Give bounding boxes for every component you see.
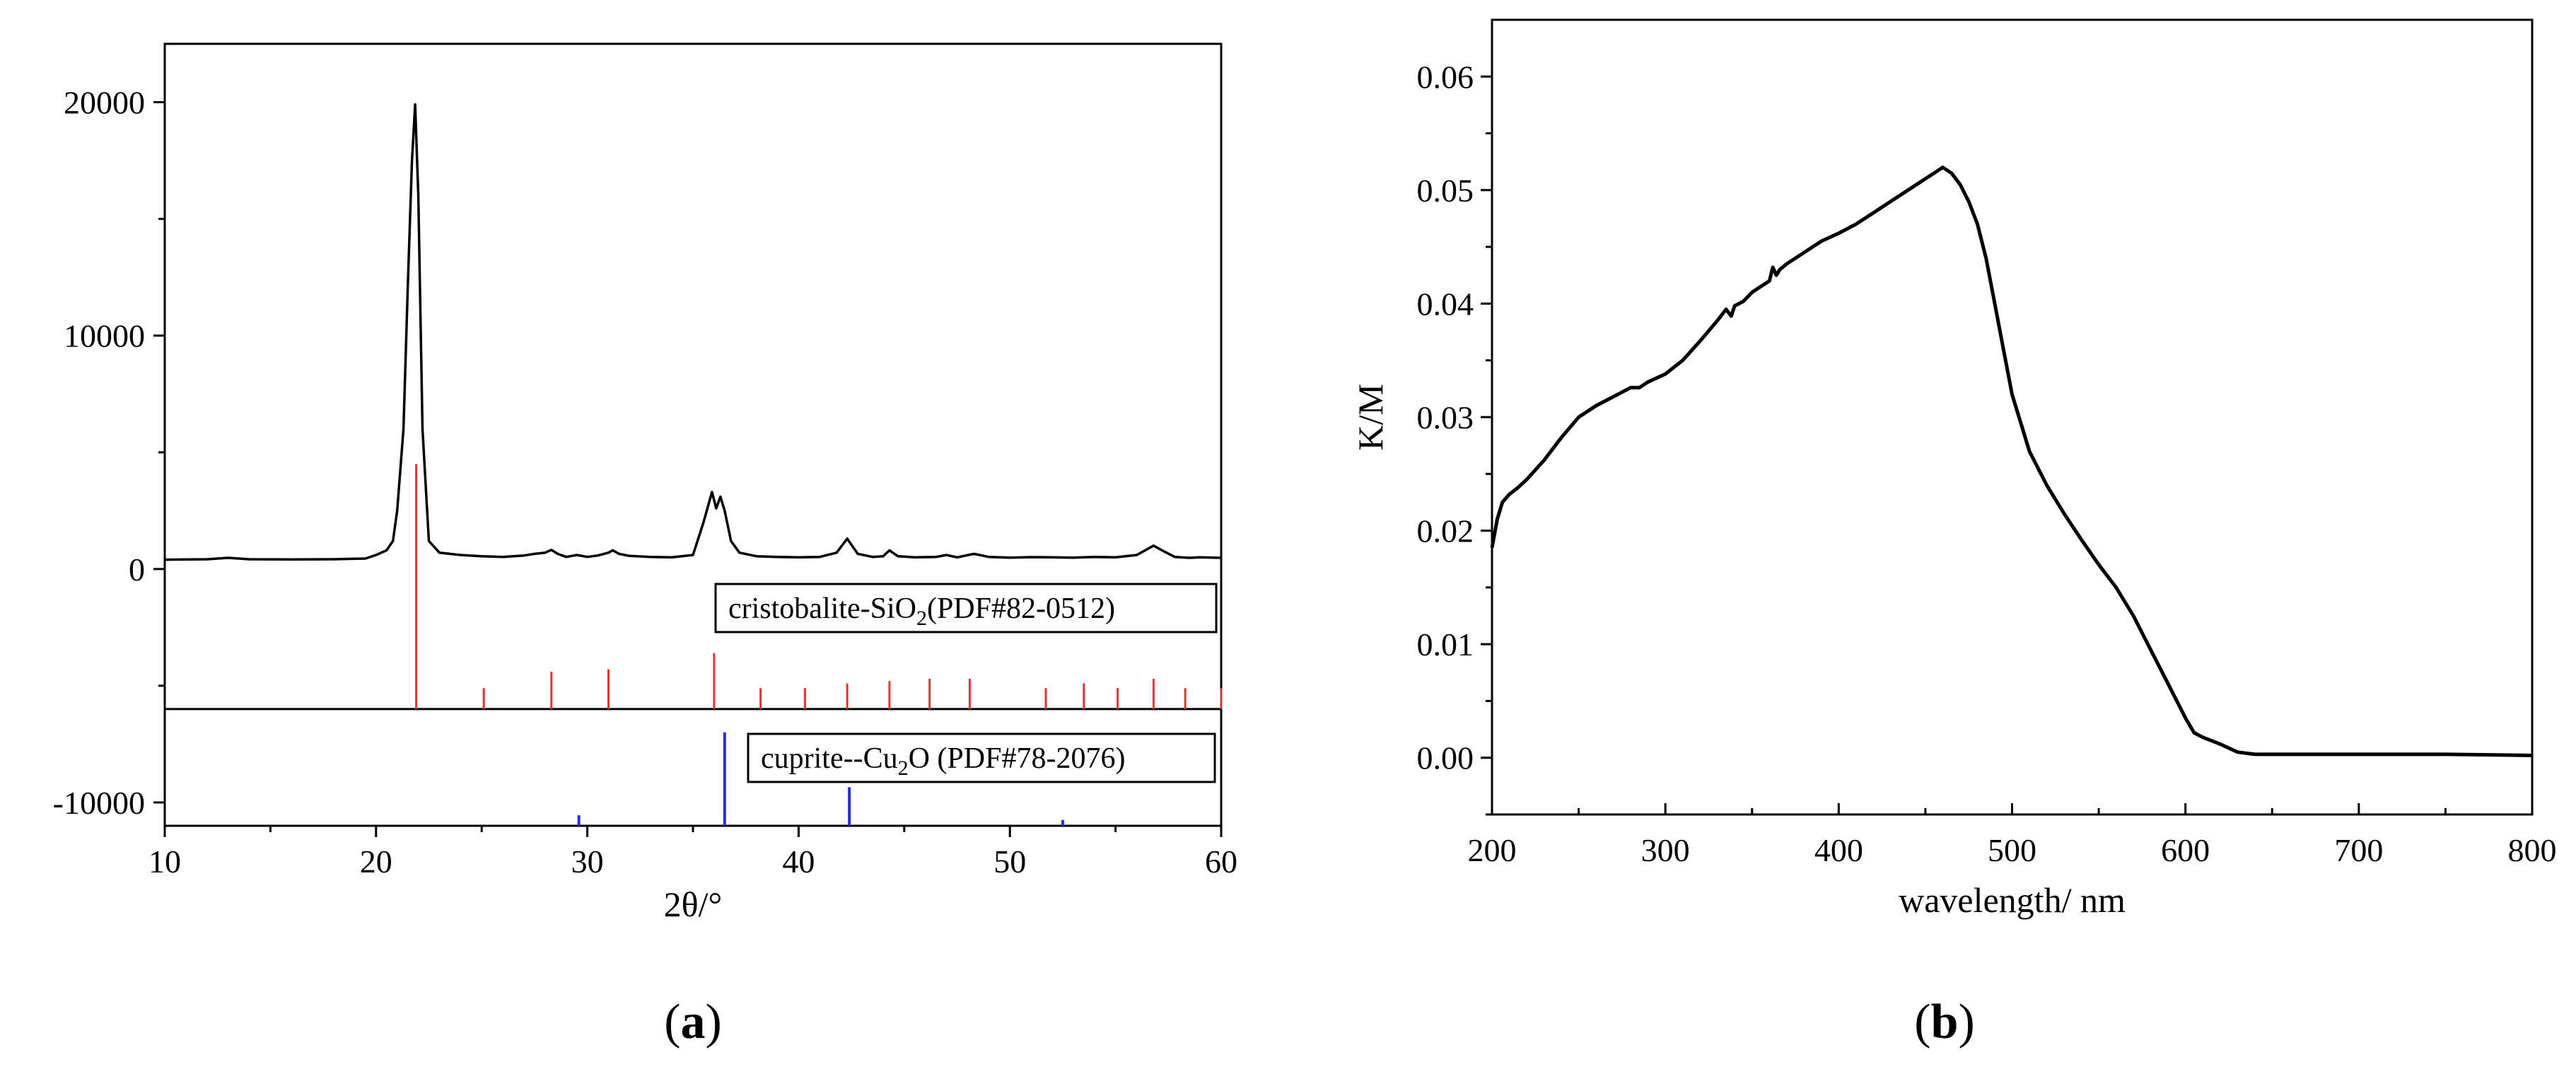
legend-label-suffix: O (PDF#78-2076) bbox=[909, 742, 1126, 775]
x-tick-label: 500 bbox=[1988, 832, 2036, 868]
x-tick-label: 600 bbox=[2161, 832, 2210, 868]
reference-legend-label: cuprite--Cu2O (PDF#78-2076) bbox=[761, 742, 1125, 780]
y-tick-label: 0.00 bbox=[1417, 740, 1474, 776]
x-tick-label: 800 bbox=[2508, 832, 2557, 868]
xrd-pattern-line bbox=[164, 103, 1222, 561]
x-tick-label: 10 bbox=[148, 843, 181, 880]
caption-open: ( bbox=[664, 995, 680, 1049]
x-axis-title: 2θ/° bbox=[664, 884, 723, 924]
reference-legend-box bbox=[714, 583, 1218, 633]
panel-caption-a: (a) bbox=[664, 995, 722, 1049]
panel-b: 200 300 400 500 600 700 800 0.00 0.01 0.02 0.03 0.0… bbox=[1351, 18, 2557, 1049]
x-tick-label: 50 bbox=[993, 843, 1026, 880]
caption-close: ) bbox=[706, 995, 722, 1049]
x-tick-label: 40 bbox=[782, 843, 815, 880]
panel-a: 10 20 30 40 50 60 -10000 0 10000 20000 2θ/° cristob… bbox=[53, 42, 1237, 1049]
x-tick-label: 200 bbox=[1468, 832, 1517, 868]
y-tick-label: 0.02 bbox=[1417, 513, 1474, 549]
caption-letter: a bbox=[681, 995, 706, 1049]
legend-label-suffix: (PDF#82-0512) bbox=[927, 592, 1115, 625]
x-tick-label: 700 bbox=[2334, 832, 2383, 868]
x-tick-label: 30 bbox=[571, 843, 604, 880]
y-tick-label: 0.03 bbox=[1417, 399, 1474, 436]
x-tick-label: 60 bbox=[1205, 843, 1237, 880]
caption-close: ) bbox=[1958, 995, 1974, 1049]
legend-label-subscript: 2 bbox=[898, 757, 909, 780]
y-tick-label: 0.01 bbox=[1417, 626, 1474, 662]
y-tick-label: 0.06 bbox=[1417, 59, 1474, 95]
panel-caption-b: (b) bbox=[1914, 995, 1975, 1049]
legend-label-main: cristobalite-SiO bbox=[728, 592, 916, 625]
caption-open: ( bbox=[1914, 995, 1930, 1049]
reference-legend-box bbox=[747, 732, 1216, 783]
reference-legend-label: cristobalite-SiO2(PDF#82-0512) bbox=[728, 592, 1115, 630]
km-spectrum-line bbox=[1490, 165, 2533, 757]
y-tick-label: 0.05 bbox=[1417, 173, 1474, 209]
x-tick-label: 300 bbox=[1641, 832, 1690, 868]
y-tick-label: 0 bbox=[129, 551, 145, 588]
y-tick-label: 20000 bbox=[64, 85, 145, 121]
x-tick-label: 400 bbox=[1814, 832, 1863, 868]
y-tick-label: 10000 bbox=[64, 318, 145, 354]
legend-label-subscript: 2 bbox=[916, 607, 927, 630]
y-tick-label: 0.04 bbox=[1417, 286, 1474, 322]
x-axis-title: wavelength/ nm bbox=[1899, 880, 2126, 920]
x-tick-label: 20 bbox=[360, 843, 392, 880]
y-tick-label: -10000 bbox=[53, 785, 145, 821]
plot-frame-b bbox=[1491, 18, 2534, 816]
legend-label-main: cuprite--Cu bbox=[761, 742, 898, 775]
caption-letter: b bbox=[1931, 995, 1959, 1049]
y-axis-title: K/M bbox=[1351, 384, 1390, 450]
